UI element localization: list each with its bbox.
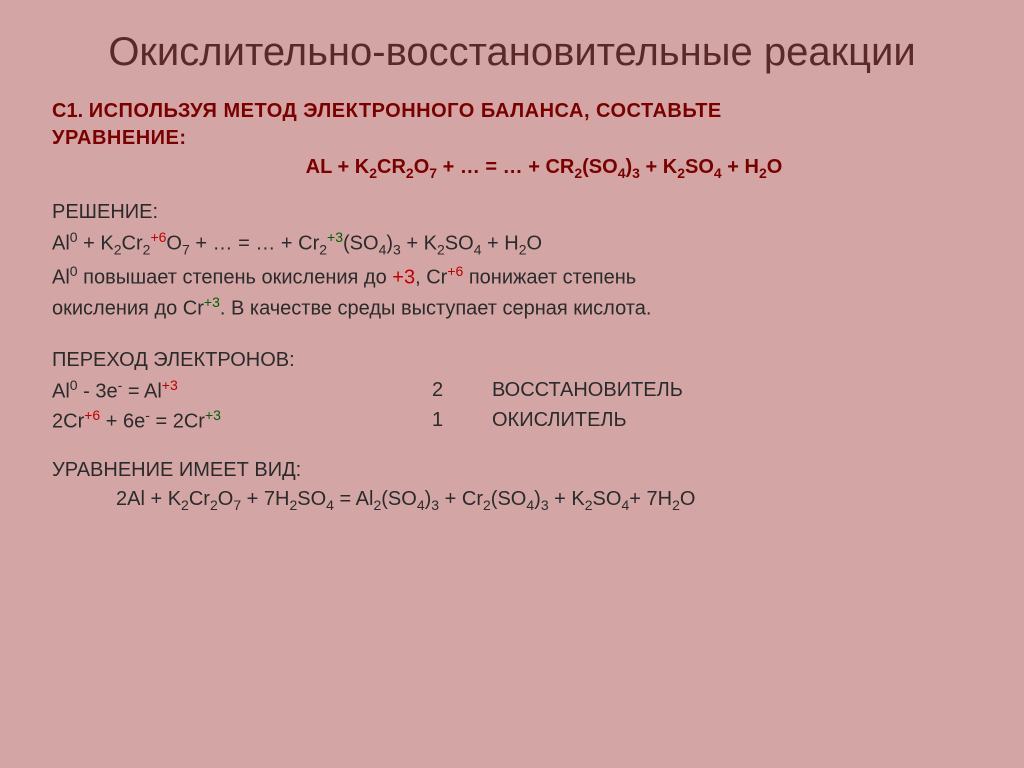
et-lhs: Al0 - 3e- = Al+3 (52, 376, 432, 406)
electron-transfer-heading: ПЕРЕХОД ЭЛЕКТРОНОВ: (52, 349, 972, 372)
electron-transfer-table: Al0 - 3e- = Al+3 2 ВОССТАНОВИТЕЛЬ 2Cr+6 … (52, 376, 972, 435)
solution-heading: РЕШЕНИЕ: (52, 201, 972, 224)
task-text-1: ИСПОЛЬЗУЯ МЕТОД ЭЛЕКТРОННОГО БАЛАНСА, СО… (89, 100, 722, 122)
task-line-1: С1. ИСПОЛЬЗУЯ МЕТОД ЭЛЕКТРОННОГО БАЛАНСА… (52, 100, 972, 123)
given-equation: AL + K2CR2O7 + … = … + CR2(SO4)3 + K2SO4… (116, 156, 972, 181)
task-prefix: С1. (52, 100, 83, 122)
et-role: ВОССТАНОВИТЕЛЬ (492, 376, 683, 406)
et-coef: 1 (432, 406, 492, 436)
explain-line-2: окисления до Cr+3. В качестве среды выст… (52, 293, 972, 323)
et-role: ОКИСЛИТЕЛЬ (492, 406, 627, 436)
et-lhs: 2Cr+6 + 6e- = 2Cr+3 (52, 406, 432, 436)
et-coef: 2 (432, 376, 492, 406)
solution-equation: Al0 + K2Cr2+6O7 + … = … + Cr2+3(SO4)3 + … (52, 228, 972, 260)
explain-line-1: Al0 повышает степень окисления до +3, Cr… (52, 262, 972, 292)
task-line-2: УРАВНЕНИЕ: (52, 127, 972, 150)
et-row: Al0 - 3e- = Al+3 2 ВОССТАНОВИТЕЛЬ (52, 376, 972, 406)
page-title: Окислительно-восстановительные реакции (52, 28, 972, 76)
et-row: 2Cr+6 + 6e- = 2Cr+3 1 ОКИСЛИТЕЛЬ (52, 406, 972, 436)
final-heading: УРАВНЕНИЕ ИМЕЕТ ВИД: (52, 459, 972, 482)
task-text-2: УРАВНЕНИЕ: (52, 127, 187, 149)
final-equation: 2Al + K2Cr2O7 + 7H2SO4 = Al2(SO4)3 + Cr2… (52, 486, 972, 515)
